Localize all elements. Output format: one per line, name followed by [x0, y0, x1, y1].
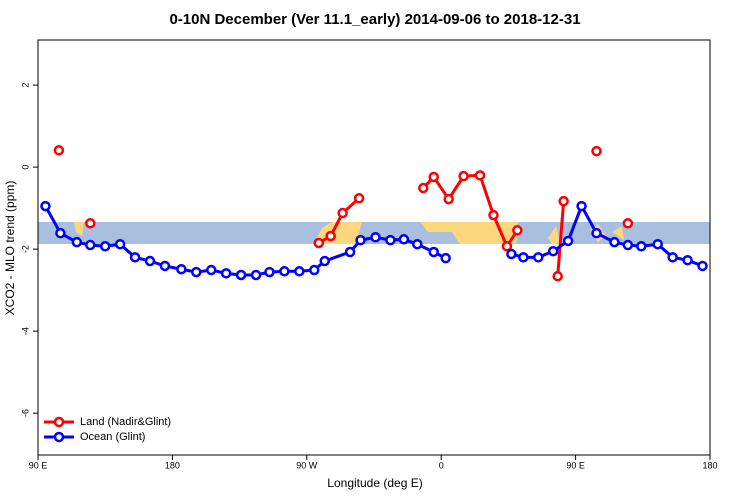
point	[440, 252, 451, 264]
point	[512, 225, 523, 236]
point	[319, 255, 330, 267]
point	[547, 245, 559, 257]
point	[697, 260, 708, 272]
point	[159, 260, 171, 272]
legend-marker	[53, 431, 65, 443]
point	[313, 237, 324, 249]
y-tick-label: -4	[20, 327, 30, 335]
point	[506, 248, 517, 260]
point	[176, 263, 187, 275]
point	[129, 252, 141, 263]
x-tick-label: 0	[439, 460, 444, 470]
y-tick-label: -2	[20, 245, 30, 253]
point	[418, 182, 429, 194]
point	[591, 145, 602, 157]
point	[294, 266, 305, 277]
x-tick-label: 180	[165, 460, 180, 470]
y-tick-label: 0	[20, 165, 30, 170]
point	[53, 145, 65, 156]
point	[667, 252, 678, 263]
point	[144, 255, 156, 267]
point	[220, 268, 232, 279]
x-tick-label: 90 W	[296, 460, 318, 470]
point	[412, 238, 423, 250]
y-tick-label: -6	[20, 409, 30, 417]
point	[71, 236, 83, 248]
point	[370, 231, 381, 243]
point	[488, 209, 499, 221]
point	[533, 252, 544, 263]
point	[55, 227, 66, 239]
point	[309, 264, 320, 276]
point	[264, 266, 275, 278]
point	[250, 269, 262, 281]
point	[325, 230, 336, 242]
x-axis-label: Longitude (deg E)	[327, 476, 422, 490]
point	[99, 241, 111, 252]
point	[552, 270, 563, 282]
point	[85, 218, 96, 229]
point	[501, 241, 513, 252]
point	[398, 234, 410, 245]
point	[114, 238, 126, 250]
point	[636, 241, 647, 252]
point	[652, 238, 663, 250]
plot-frame	[37, 39, 711, 456]
point	[40, 200, 51, 212]
point	[458, 170, 469, 182]
point	[428, 246, 439, 258]
point	[558, 195, 569, 207]
chart-title: 0-10N December (Ver 11.1_early) 2014-09-…	[169, 11, 580, 28]
point	[428, 171, 439, 183]
point	[205, 264, 217, 276]
point	[562, 235, 574, 247]
y-tick-label: 2	[20, 83, 30, 88]
point	[235, 269, 247, 281]
point	[474, 170, 486, 181]
point	[355, 234, 366, 246]
x-tick-label: 90 E	[566, 460, 585, 470]
legend-label: Land (Nadir&Glint)	[80, 416, 171, 428]
point	[622, 218, 634, 229]
point	[609, 236, 620, 248]
point	[353, 193, 365, 204]
x-tick-label: 180	[702, 460, 717, 470]
point	[518, 252, 529, 263]
point	[85, 239, 96, 251]
point	[591, 227, 602, 239]
point	[622, 239, 634, 251]
point	[337, 207, 348, 219]
point	[385, 234, 396, 246]
point	[191, 266, 202, 278]
point	[682, 254, 693, 266]
y-axis-label: XCO2 - MLO trend (ppm)	[3, 181, 17, 316]
point	[344, 246, 356, 258]
legend-marker	[53, 416, 65, 428]
legend-label: Ocean (Glint)	[80, 431, 145, 443]
x-tick-label: 90 E	[29, 460, 48, 470]
point	[279, 266, 290, 277]
point	[443, 193, 454, 205]
point	[576, 200, 587, 212]
